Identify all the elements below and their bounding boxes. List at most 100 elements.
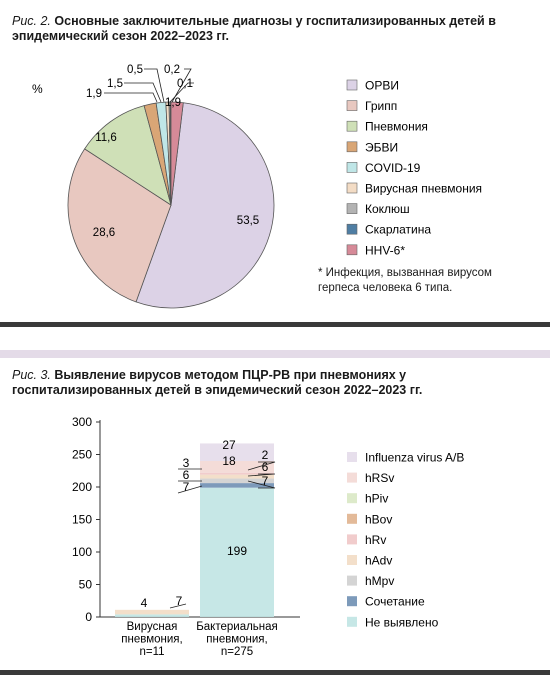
figure2-title-text: Основные заключительные диагнозы у госпи… [12, 14, 496, 43]
bar-value-label-1-4: 7 [176, 594, 183, 608]
pie-value-label-6: 0,5 [127, 64, 143, 76]
bar-value-label-1-1: 4 [141, 596, 148, 610]
pie-legend-swatch-1 [346, 79, 358, 91]
bar-segment-2-1 [200, 487, 274, 617]
figure3-bottom-rule [0, 670, 550, 675]
bar-legend-swatch-7 [347, 575, 357, 586]
y-tick-label-1: 50 [79, 578, 93, 592]
pie-chart: % 53,5 28,6 11,6 1,9 1,5 0,5 0,2 0,1 1,9 ОРВИ Гри… [32, 64, 482, 309]
bar-value-label-2-8: 18 [222, 454, 236, 468]
pie-leader-line-4 [104, 92, 158, 103]
pie-legend-label-3: Пневмония [365, 120, 428, 134]
bar-legend-label-5: hRv [365, 533, 386, 547]
pie-slice-1 [135, 102, 275, 309]
bar-legend-swatch-2 [347, 472, 357, 483]
x-category-label-1: Вирусная пневмония, n=11 [121, 621, 182, 658]
bar-legend-swatch-4 [347, 513, 357, 524]
pie-legend-label-2: Грипп [365, 99, 397, 113]
pie-value-label-1: 53,5 [237, 215, 259, 227]
y-tick-label-0: 0 [85, 610, 92, 624]
bar-legend-label-1: Influenza virus A/B [365, 451, 464, 465]
bar-legend-swatch-5 [347, 534, 357, 545]
bar-legend-swatch-3 [347, 493, 357, 504]
figure2-title: Рис. 2. Основные заключительные диагнозы… [12, 14, 512, 44]
pie-value-label-2: 28,6 [93, 227, 115, 239]
pie-legend-label-9: HHV-6* [365, 243, 405, 257]
bar-segment-2-3 [200, 478, 274, 484]
pie-legend-swatch-5 [346, 162, 358, 173]
y-tick-label-2: 100 [72, 545, 92, 559]
y-tick-label-3: 150 [72, 513, 92, 527]
pie-legend-label-4: ЭБВИ [365, 140, 398, 154]
pie-legend-swatch-2 [346, 100, 358, 111]
bar-legend-swatch-1 [347, 452, 357, 462]
bar-legend-swatch-6 [347, 555, 357, 565]
pie-slice-3 [84, 105, 172, 206]
pie-leader-line-6 [144, 68, 165, 103]
bar-segment-1-4 [115, 609, 189, 615]
bar-value-label-2-1: 199 [227, 544, 247, 558]
pie-value-label-5: 1,5 [107, 78, 123, 90]
bar-value-label-2-4: 6 [183, 468, 190, 482]
bar-legend-label-4: hBov [365, 512, 392, 526]
bar-legend-label-6: hAdv [365, 554, 392, 568]
pie-leader-line-7 [171, 68, 192, 103]
figure3-top-rule [0, 350, 550, 358]
bar-segment-2-5 [200, 472, 274, 475]
y-tick-label-6: 300 [72, 415, 92, 429]
bar-value-label-2-9: 27 [222, 438, 236, 452]
bar-side-label-3: 7 [262, 474, 269, 488]
pie-value-label-8: 0,1 [177, 78, 193, 90]
pie-unit-label: % [32, 82, 43, 96]
bar-segment-1-1 [115, 614, 189, 617]
bar-legend-label-3: hPiv [365, 492, 388, 506]
bar-leader-right-1 [247, 461, 276, 471]
pie-legend-label-1: ОРВИ [365, 79, 399, 93]
x-category-label-2: Бактериальная пневмония, n=275 [196, 621, 278, 658]
pie-legend-label-8: Скарлатина [365, 223, 431, 237]
bar-segment-2-9 [200, 443, 274, 461]
pie-slice-2 [67, 148, 172, 303]
pie-value-label-3: 11,6 [95, 132, 117, 144]
bar-legend-label-2: hRSv [365, 471, 394, 485]
bar-legend-swatch-8 [347, 596, 357, 607]
pie-legend-swatch-7 [346, 203, 358, 214]
pie-legend-swatch-8 [346, 223, 358, 235]
pie-legend-swatch-4 [346, 141, 358, 153]
pie-legend-swatch-3 [346, 120, 358, 132]
bar-leader-bar1 [169, 603, 187, 609]
bar-side-label-2: 6 [262, 460, 269, 474]
pie-leader-line-5 [124, 82, 162, 103]
figure2-footnote: * Инфекция, вызванная вирусом герпеса че… [318, 267, 492, 294]
figure2-number: Рис. 2. [12, 14, 51, 28]
y-tick-label-5: 250 [72, 448, 92, 462]
bar-leader-right-3 [247, 480, 276, 489]
bar-legend-label-9: Не выявлено [365, 615, 439, 629]
figure3-number: Рис. 3. [12, 368, 51, 382]
pie-value-label-9: 1,9 [165, 97, 181, 109]
bar-side-label-1: 2 [262, 448, 269, 462]
figure3-title-text: Выявление вирусов методом ПЦР-РВ при пне… [12, 368, 423, 397]
bar-segment-2-2 [200, 483, 274, 488]
figure3-title: Рис. 3. Выявление вирусов методом ПЦР-РВ… [12, 368, 537, 398]
bar-legend-swatch-9 [347, 616, 357, 627]
bar-segment-2-4 [200, 474, 274, 479]
pie-leader-line-8 [169, 82, 194, 103]
pie-value-label-7: 0,2 [164, 64, 180, 76]
bar-value-label-2-3: 7 [183, 480, 190, 494]
bar-legend-label-8: Сочетание [365, 595, 425, 609]
bar-leader-left-3 [177, 485, 203, 494]
pie-legend-swatch-9 [346, 244, 358, 256]
pie-legend-label-6: Вирусная пневмония [365, 182, 482, 196]
pie-legend-label-7: Коклюш [365, 202, 410, 216]
bar-legend-label-7: hMpv [365, 574, 394, 588]
y-tick-label-4: 200 [72, 480, 92, 494]
pie-legend-swatch-6 [346, 182, 358, 194]
bar-segment-2-8 [200, 461, 274, 473]
pie-legend-label-5: COVID-19 [365, 161, 421, 175]
bar-value-label-2-5: 3 [183, 456, 190, 470]
figure2-bottom-rule [0, 322, 550, 327]
pie-value-label-4: 1,9 [86, 88, 102, 100]
pie-slice-9 [170, 101, 184, 206]
